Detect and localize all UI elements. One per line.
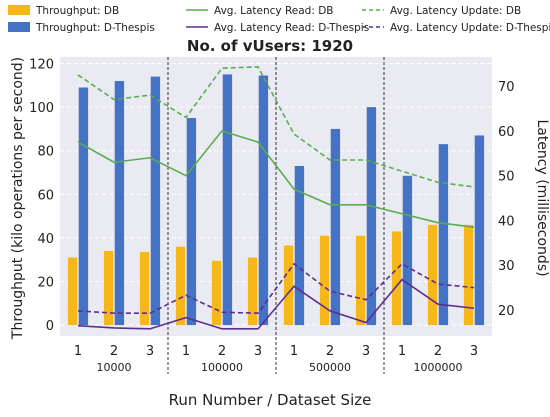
bar	[78, 87, 89, 326]
y-tick-label: 120	[29, 58, 54, 73]
legend-label: Throughput: DB	[35, 5, 119, 17]
bar	[150, 76, 161, 326]
x-tick-label: 3	[362, 344, 370, 359]
y2-tick-label: 50	[498, 170, 515, 185]
grid-layer	[60, 63, 492, 326]
series-line	[77, 278, 475, 330]
bar	[103, 250, 114, 326]
x-tick-label: 3	[146, 344, 154, 359]
bar	[391, 231, 402, 326]
bar	[330, 128, 341, 326]
series-line	[77, 66, 475, 188]
x-axis-label: Run Number / Dataset Size	[169, 391, 372, 409]
legend-swatch	[8, 5, 30, 15]
y2-tick-label: 60	[498, 125, 515, 140]
bar	[139, 252, 150, 326]
y2-tick-label: 70	[498, 80, 515, 95]
bar	[366, 107, 377, 326]
bar	[294, 165, 305, 326]
bar	[355, 235, 366, 326]
line-layer	[77, 66, 475, 330]
legend-label: Avg. Latency Update: DB	[390, 5, 521, 17]
bar	[222, 74, 233, 326]
group-label: 1000000	[414, 361, 463, 374]
axis-layer: 0 20 40 60 80 100 120 20 30 40 50 60 70 10000 100000 50…	[29, 58, 514, 374]
bar	[463, 224, 474, 326]
x-tick-label: 1	[398, 344, 406, 359]
y-tick-label: 80	[37, 145, 54, 160]
y2-axis-label: Latency (milliseconds)	[534, 119, 550, 276]
group-label: 100000	[201, 361, 243, 374]
bar	[175, 246, 186, 326]
bar	[438, 144, 449, 326]
y-tick-label: 40	[37, 232, 54, 247]
y-tick-label: 0	[46, 319, 54, 334]
bar	[186, 118, 197, 326]
legend-label: Avg. Latency Read: D-Thespis	[214, 22, 369, 34]
legend: Throughput: DB Throughput: D-Thespis Avg. …	[8, 5, 550, 34]
bar-layer	[67, 74, 485, 326]
bar	[427, 224, 438, 326]
bar	[114, 80, 125, 326]
x-tick-label: 3	[470, 344, 478, 359]
bar	[258, 75, 269, 326]
x-tick-label: 1	[182, 344, 190, 359]
legend-label: Avg. Latency Read: DB	[214, 5, 334, 17]
y2-tick-label: 20	[498, 304, 515, 319]
x-tick-label: 2	[434, 344, 442, 359]
bar	[283, 245, 294, 326]
group-label: 10000	[97, 361, 132, 374]
series-line	[77, 129, 475, 228]
bar	[247, 257, 258, 326]
bar	[211, 260, 222, 326]
x-tick-label: 1	[290, 344, 298, 359]
group-separators	[167, 57, 385, 374]
group-label: 500000	[309, 361, 351, 374]
y-tick-label: 100	[29, 101, 54, 116]
series-line	[77, 262, 475, 314]
legend-swatch	[8, 22, 30, 32]
bar	[67, 257, 78, 326]
y-tick-label: 60	[37, 188, 54, 203]
y2-tick-label: 40	[498, 214, 515, 229]
x-tick-label: 3	[254, 344, 262, 359]
legend-label: Throughput: D-Thespis	[35, 22, 155, 34]
chart-title: No. of vUsers: 1920	[187, 37, 353, 55]
bar	[402, 175, 413, 326]
x-tick-label: 2	[326, 344, 334, 359]
x-tick-label: 2	[218, 344, 226, 359]
y-tick-label: 20	[37, 276, 54, 291]
y-axis-label: Throughput (kilo operations per second)	[10, 57, 26, 340]
bar	[474, 135, 485, 326]
bar	[319, 235, 330, 326]
y2-tick-label: 30	[498, 259, 515, 274]
x-tick-label: 2	[110, 344, 118, 359]
x-tick-label: 1	[74, 344, 82, 359]
legend-label: Avg. Latency Update: D-Thespis	[390, 22, 550, 34]
